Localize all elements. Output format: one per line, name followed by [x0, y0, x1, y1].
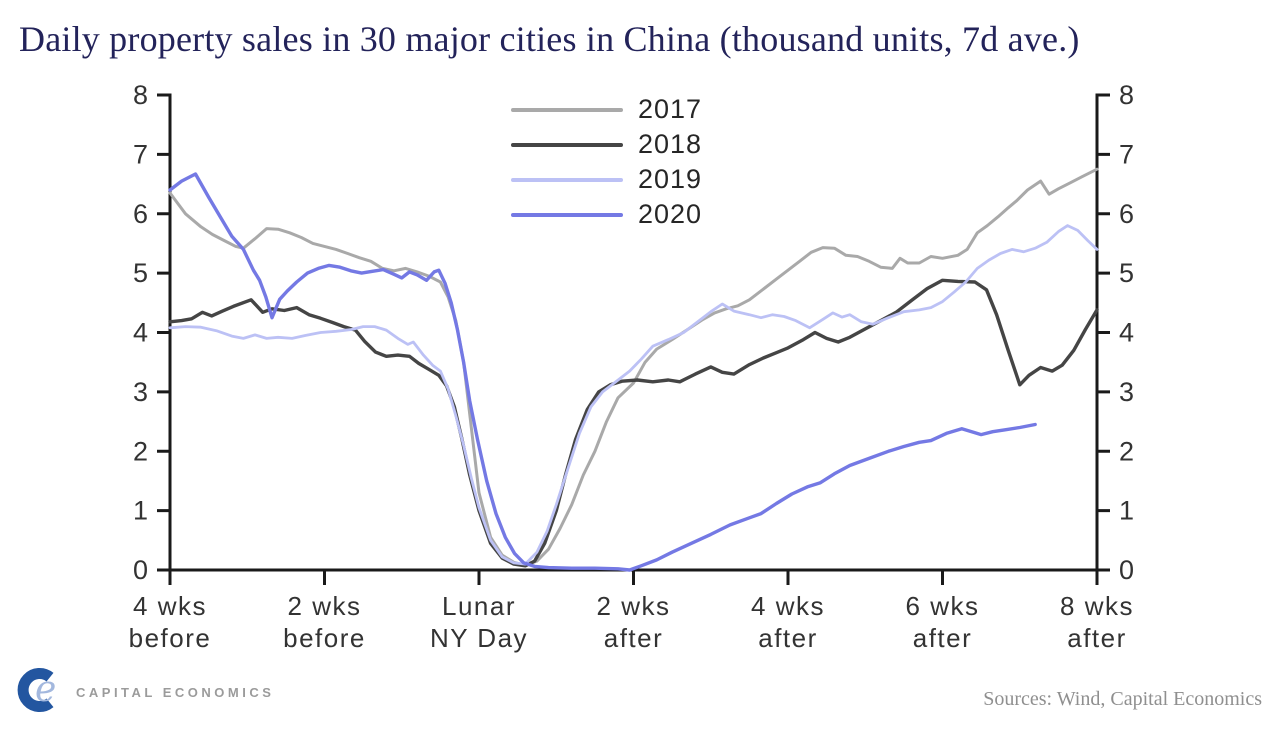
legend-label-2020: 2020 [638, 199, 703, 229]
y-axis-tick-label-left: 7 [133, 139, 148, 169]
logo-text: CAPITAL ECONOMICS [76, 684, 275, 700]
legend-item-2018: 2018 [511, 127, 702, 162]
y-axis-tick-label-right: 6 [1119, 199, 1134, 229]
legend-item-2020: 2020 [511, 197, 702, 232]
series-line-2019 [168, 224, 1099, 566]
x-axis-tick-label: 4 wks [751, 591, 825, 621]
x-axis-tick-label: Lunar [442, 591, 516, 621]
chart-legend: 2017 2018 2019 2020 [511, 92, 702, 232]
x-axis-tick-label: NY Day [430, 623, 528, 653]
y-axis-tick-label-right: 5 [1119, 258, 1134, 288]
x-axis-tick-label: 8 wks [1060, 591, 1134, 621]
chart-title: Daily property sales in 30 major cities … [19, 19, 1080, 59]
y-axis-tick-label-left: 4 [133, 318, 148, 348]
legend-swatch-2019 [511, 177, 623, 182]
series-line-2017 [168, 167, 1099, 567]
y-axis-tick-label-right: 0 [1119, 555, 1134, 585]
legend-swatch-2017 [511, 107, 623, 112]
x-axis-tick-label: after [1067, 623, 1127, 653]
y-axis-tick-label-left: 3 [133, 377, 148, 407]
legend-item-2017: 2017 [511, 92, 702, 127]
y-axis-tick-label-right: 1 [1119, 496, 1134, 526]
capital-economics-logo: e CAPITAL ECONOMICS [12, 663, 274, 717]
svg-text:e: e [35, 669, 56, 710]
series-line-2018 [168, 278, 1099, 568]
x-axis-tick-label: 4 wks [133, 591, 207, 621]
y-axis-tick-label-left: 8 [133, 80, 148, 110]
x-axis-tick-label: 2 wks [597, 591, 671, 621]
y-axis-tick-label-right: 3 [1119, 377, 1134, 407]
legend-swatch-2020 [511, 212, 623, 217]
sources-text: Sources: Wind, Capital Economics [983, 688, 1262, 710]
y-axis-tick-label-left: 6 [133, 199, 148, 229]
legend-item-2019: 2019 [511, 162, 702, 197]
x-axis-tick-label: after [758, 623, 818, 653]
y-axis-tick-label-right: 2 [1119, 436, 1134, 466]
x-axis-tick-label: 2 wks [288, 591, 362, 621]
x-axis-tick-label: after [604, 623, 664, 653]
y-axis-tick-label-left: 2 [133, 436, 148, 466]
y-axis-tick-label-right: 7 [1119, 139, 1134, 169]
legend-label-2018: 2018 [638, 129, 703, 159]
y-axis-tick-label-left: 0 [133, 555, 148, 585]
x-axis-tick-label: 6 wks [906, 591, 980, 621]
legend-label-2019: 2019 [638, 164, 703, 194]
series-line-2020 [168, 172, 1037, 572]
y-axis-tick-label-right: 8 [1119, 80, 1134, 110]
capital-economics-logo-icon: e [17, 668, 56, 712]
y-axis-tick-label-left: 5 [133, 258, 148, 288]
legend-swatch-2018 [511, 142, 623, 147]
x-axis-tick-label: after [913, 623, 973, 653]
x-axis-tick-label: before [129, 623, 212, 653]
y-axis-tick-label-left: 1 [133, 496, 148, 526]
legend-label-2017: 2017 [638, 94, 703, 124]
x-axis-tick-label: before [283, 623, 366, 653]
y-axis-tick-label-right: 4 [1119, 318, 1134, 348]
